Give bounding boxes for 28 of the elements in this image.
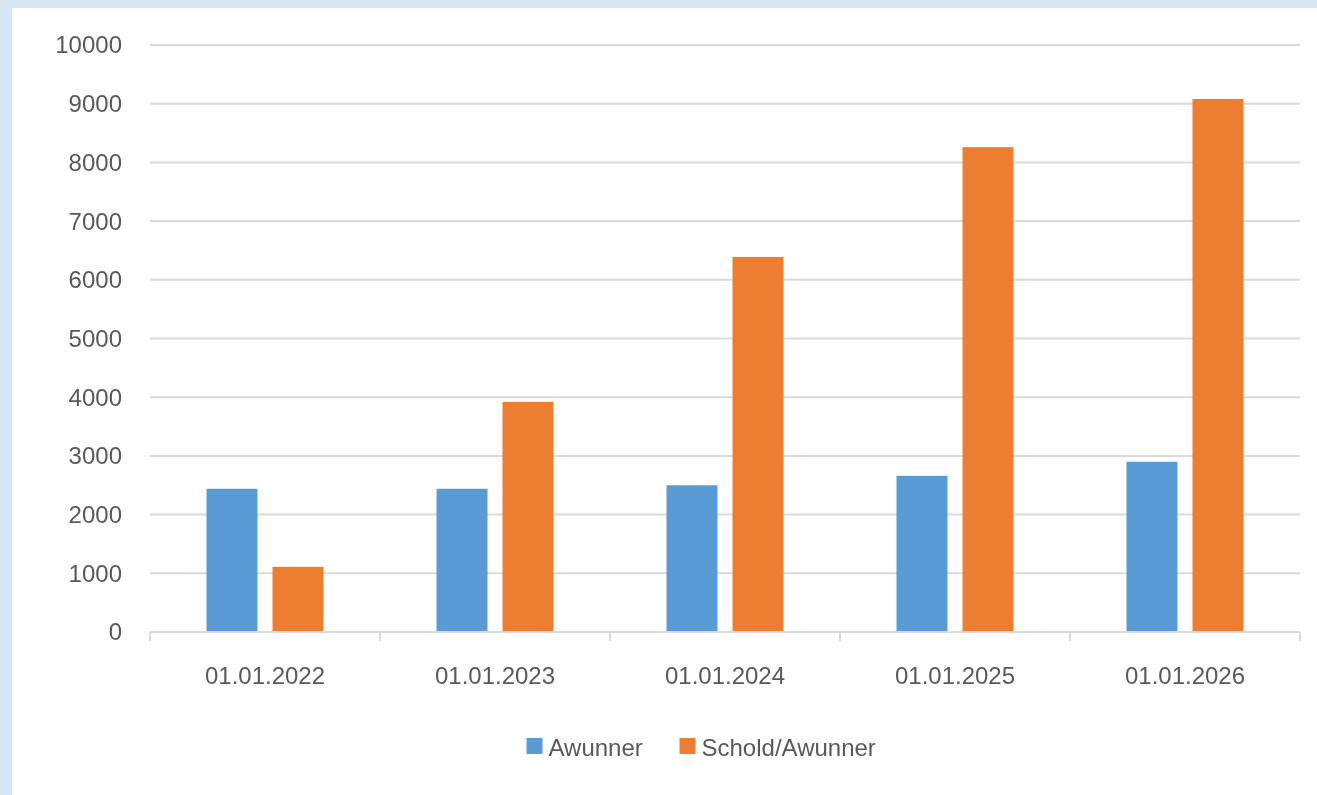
legend-label: Awunner (548, 734, 643, 762)
y-tick-label: 9000 (68, 90, 122, 118)
x-tick-label: 01.01.2025 (894, 662, 1016, 689)
bar (272, 566, 324, 632)
bar (436, 488, 488, 632)
bar (896, 475, 948, 632)
bar (206, 488, 258, 632)
legend-label: Schold/Awunner (701, 734, 876, 762)
y-tick-label: 2000 (68, 501, 122, 528)
y-tick-label: 4000 (68, 383, 122, 411)
x-tick-label: 01.01.2024 (664, 662, 786, 689)
bar (1126, 461, 1178, 632)
y-tick-label: 7000 (68, 207, 122, 235)
bar (502, 401, 554, 632)
y-tick-label: 3000 (68, 442, 122, 470)
y-tick-label: 0 (108, 618, 122, 646)
x-tick-label: 01.01.2023 (434, 662, 556, 689)
y-tick-label: 10000 (55, 31, 122, 59)
bar (962, 147, 1014, 632)
bar (1192, 99, 1244, 632)
x-tick-label: 01.01.2026 (1124, 662, 1246, 689)
y-tick-label: 5000 (68, 324, 122, 352)
bar (666, 485, 718, 632)
bar (732, 256, 784, 632)
x-tick-label: 01.01.2022 (204, 662, 326, 689)
y-tick-label: 6000 (68, 266, 122, 294)
y-tick-label: 1000 (68, 559, 122, 587)
y-tick-label: 8000 (68, 148, 122, 176)
